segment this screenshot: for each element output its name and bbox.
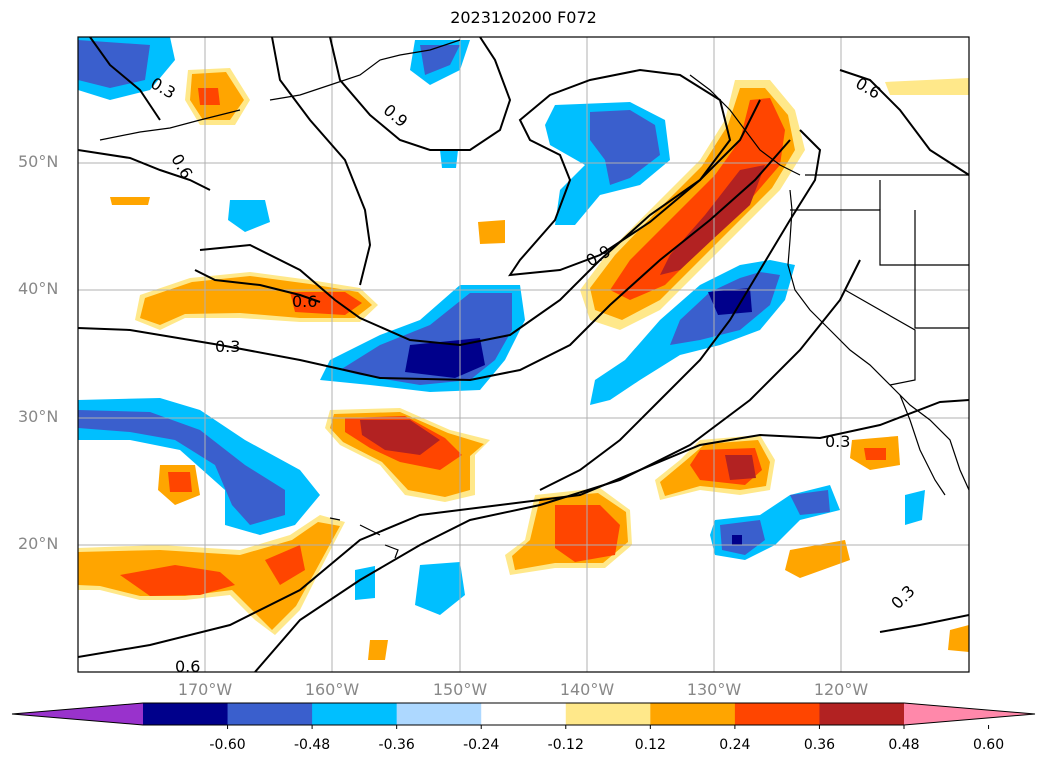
orange-region — [110, 197, 150, 205]
red-region — [864, 448, 886, 460]
red-region — [198, 88, 220, 105]
orange-region — [785, 540, 850, 578]
state-border — [790, 209, 969, 266]
orange-region — [368, 640, 388, 660]
contour-label: 0.6 — [167, 151, 196, 183]
orange-region — [478, 220, 505, 244]
blue-region — [720, 520, 765, 555]
contour-label: 0.6 — [852, 73, 884, 102]
blue-region — [415, 562, 465, 615]
blue-region — [420, 45, 460, 75]
lat-label: 50°N — [18, 152, 59, 171]
lon-label: 150°W — [432, 680, 488, 699]
contour-0-6-small — [194, 269, 321, 303]
alaska-coast — [269, 39, 461, 101]
colorbar-tick-label: -0.36 — [378, 737, 415, 753]
shaded-field — [78, 37, 969, 660]
us-west-coast — [787, 189, 969, 491]
contour-0-3-nw — [89, 37, 161, 121]
red-region — [120, 565, 235, 596]
colorbar-tick-label: 0.24 — [719, 737, 751, 753]
colorbar-tick-label: -0.60 — [209, 737, 246, 753]
navy-region — [732, 535, 742, 545]
orange-region — [885, 78, 969, 95]
coastlines — [99, 39, 969, 559]
contour-0-3-lower — [78, 399, 969, 658]
contour-0-3-se — [879, 614, 969, 633]
colorbar-outline — [11, 702, 1036, 726]
colorbar-bin — [312, 703, 398, 725]
contour-0-6-lower — [254, 259, 861, 672]
lon-label: 170°W — [177, 680, 233, 699]
lon-label: 140°W — [559, 680, 615, 699]
blue-region — [78, 40, 150, 88]
orange-region — [948, 625, 969, 652]
blue-region — [590, 110, 660, 185]
colorbar-bin — [565, 703, 651, 725]
contour-0-9-right — [539, 129, 822, 491]
lat-label: 30°N — [18, 407, 59, 426]
map-frame — [77, 36, 970, 673]
contour-label: 0.3 — [215, 337, 240, 356]
gridlines — [78, 37, 969, 672]
red-region — [168, 472, 192, 492]
colorbar-tick-label: 0.12 — [634, 737, 666, 753]
contour-0-6-upper — [271, 37, 372, 286]
blue-region — [355, 566, 375, 600]
contour-label: 0.3 — [887, 581, 918, 612]
colorbar-bin — [650, 703, 736, 725]
aleutians — [99, 109, 241, 141]
darkred-region — [360, 420, 440, 455]
colorbar-bin — [819, 703, 905, 725]
map-title: 2023120200 F072 — [450, 8, 597, 27]
navy-region — [405, 338, 485, 378]
darkred-region — [725, 455, 756, 480]
colorbar-bin — [143, 703, 229, 725]
colorbar-extend-high — [904, 703, 1035, 725]
colorbar-bin — [396, 703, 482, 725]
colorbar-tick-label: -0.24 — [463, 737, 500, 753]
blue-region — [228, 200, 270, 232]
lat-label: 40°N — [18, 279, 59, 298]
blue-region — [790, 490, 830, 515]
state-border — [844, 289, 916, 386]
contour-0-6-ne — [839, 69, 969, 176]
lon-label: 130°W — [686, 680, 742, 699]
baja-coast — [899, 394, 946, 496]
contour-0-3-left — [78, 139, 791, 382]
colorbar-tick-label: 0.36 — [803, 737, 836, 753]
blue-region — [78, 410, 285, 525]
colorbar-bin — [481, 703, 567, 725]
contour-0-6-nw — [78, 149, 211, 191]
lon-label: 160°W — [304, 680, 360, 699]
navy-region — [708, 288, 752, 315]
red-region — [610, 98, 785, 300]
red-region — [265, 545, 305, 585]
colorbar-tick-label: -0.12 — [547, 737, 584, 753]
contour-0-9-upper — [329, 37, 512, 151]
contour-label: 0.3 — [825, 432, 850, 451]
darkred-region — [660, 165, 765, 275]
colorbar-extend-low — [12, 703, 143, 725]
contour-lines — [78, 37, 969, 672]
blue-region — [905, 490, 925, 525]
colorbar-bin — [734, 703, 820, 725]
lat-label: 20°N — [18, 534, 59, 553]
colorbar — [11, 702, 1036, 729]
colorbar-bin — [227, 703, 313, 725]
blue-region — [440, 150, 458, 168]
state-border — [914, 210, 969, 329]
contour-label: 0.6 — [175, 657, 200, 676]
colorbar-tick-label: 0.60 — [972, 737, 1005, 753]
colorbar-tick-label: -0.48 — [293, 737, 331, 753]
contour-0-9-ring — [507, 68, 732, 277]
contour-label: 0.6 — [292, 292, 317, 311]
lon-label: 120°W — [813, 680, 869, 699]
colorbar-tick-label: 0.48 — [888, 737, 920, 753]
